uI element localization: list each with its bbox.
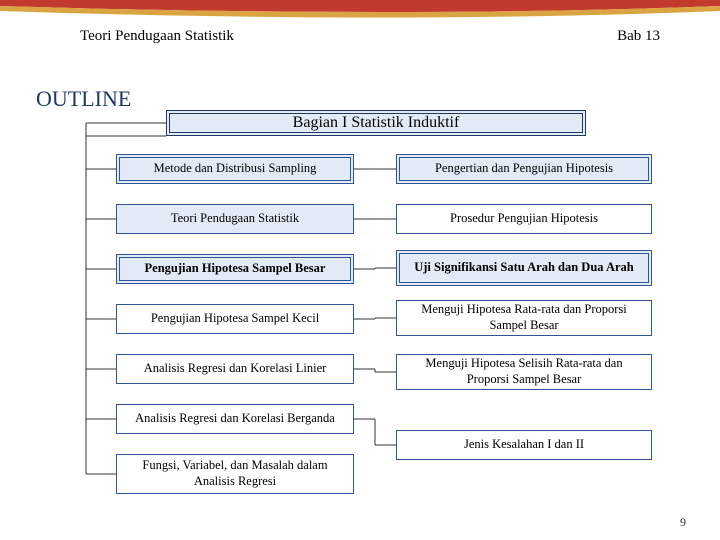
outline-box-left-4: Analisis Regresi dan Korelasi Linier (116, 354, 354, 384)
outline-box-right-5: Jenis Kesalahan I dan II (396, 430, 652, 460)
outline-box-left-6: Fungsi, Variabel, dan Masalah dalam Anal… (116, 454, 354, 494)
outline-box-right-3: Menguji Hipotesa Rata-rata dan Proporsi … (396, 300, 652, 336)
outline-box-left-1: Teori Pendugaan Statistik (116, 204, 354, 234)
outline-box-right-1: Prosedur Pengujian Hipotesis (396, 204, 652, 234)
slide-header: Teori Pendugaan Statistik Bab 13 (0, 28, 720, 45)
header-right: Bab 13 (617, 28, 660, 45)
outline-box-left-2: Pengujian Hipotesa Sampel Besar (116, 254, 354, 284)
outline-box-right-4: Menguji Hipotesa Selisih Rata-rata dan P… (396, 354, 652, 390)
outline-tree: Bagian I Statistik Induktif Metode dan Di… (70, 110, 680, 510)
outline-box-left-0: Metode dan Distribusi Sampling (116, 154, 354, 184)
page-number: 9 (680, 515, 686, 530)
outline-title: OUTLINE (36, 86, 131, 112)
outline-box-root: Bagian I Statistik Induktif (166, 110, 586, 136)
outline-box-right-2: Uji Signifikansi Satu Arah dan Dua Arah (396, 250, 652, 286)
outline-box-right-0: Pengertian dan Pengujian Hipotesis (396, 154, 652, 184)
outline-box-left-3: Pengujian Hipotesa Sampel Kecil (116, 304, 354, 334)
top-accent (0, 0, 720, 16)
outline-box-left-5: Analisis Regresi dan Korelasi Berganda (116, 404, 354, 434)
header-left: Teori Pendugaan Statistik (80, 28, 234, 45)
